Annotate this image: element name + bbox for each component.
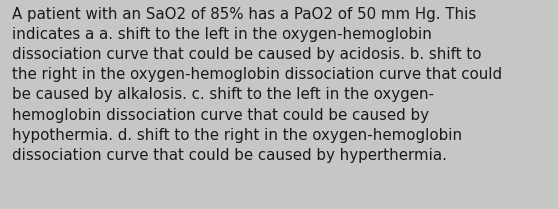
Text: A patient with an SaO2 of 85% has a PaO2 of 50 mm Hg. This
indicates a a. shift : A patient with an SaO2 of 85% has a PaO2… — [12, 7, 502, 163]
